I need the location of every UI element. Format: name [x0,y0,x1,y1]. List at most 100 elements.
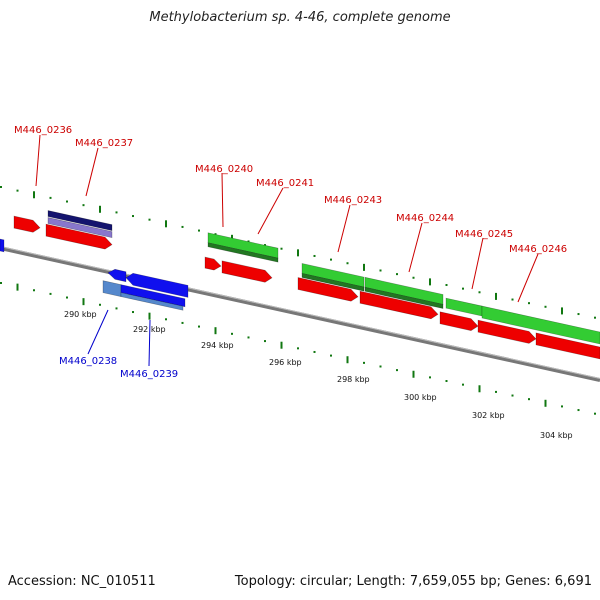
outer-tick [330,258,332,261]
outer-tick [198,229,200,232]
rna-block [481,305,600,345]
outer-tick [16,189,19,192]
leader-line [148,319,151,367]
outer-tick [313,254,316,257]
outer-tick [511,298,514,301]
outer-tick [181,225,184,228]
inner-tick [33,289,35,292]
rna-dark-stripe [301,273,365,292]
gene-label: M446_0236 [14,125,72,136]
inner-tick [148,312,151,320]
outer-tick [363,263,365,271]
scale-label: 296 kbp [269,358,302,367]
cds-forward-block [477,319,537,344]
inner-tick [214,327,217,335]
rna-dark-stripe [207,242,279,263]
gene-label: M446_0243 [324,195,382,206]
outer-tick [280,247,283,250]
map-title: Methylobacterium sp. 4-46, complete geno… [149,10,451,25]
cds-forward-block [45,223,113,250]
inner-tick [198,325,200,328]
outer-tick [165,220,167,228]
inner-tick [264,340,266,343]
inner-tick [528,398,530,401]
inner-tick [577,409,580,412]
leader-line [471,237,484,290]
leader-line [517,253,539,303]
leader-line [35,134,41,187]
inner-tick [66,296,68,299]
inner-tick [165,318,167,321]
outer-tick [561,307,563,315]
inner-tick [478,385,481,393]
outer-tick [346,262,349,265]
gene-label: M446_0239 [120,369,178,380]
inner-tick [412,370,415,378]
inner-tick [594,412,596,415]
outer-tick [33,191,35,199]
cds-reverse-block [107,268,127,283]
gene-label: M446_0241 [256,178,314,189]
scale-label: 294 kbp [201,341,234,350]
inner-tick [561,405,563,408]
inner-tick [0,282,2,284]
accession-text: Accession: NC_010511 [8,574,156,589]
cds-reverse-block [125,272,189,298]
scale-label: 300 kbp [404,393,437,402]
inner-tick [462,383,464,386]
outer-tick [99,205,101,213]
inner-tick [231,332,233,335]
outer-tick [429,278,431,286]
inner-tick [115,307,118,310]
leader-line [221,172,224,228]
cds-forward-block [297,277,359,302]
outer-tick [49,196,52,199]
cds-forward-block [439,311,479,331]
inner-tick [511,394,514,397]
gene-label: M446_0246 [509,244,567,255]
outer-tick [247,240,250,243]
cds-forward-block [535,332,600,360]
outer-tick [478,291,481,294]
inner-tick [16,283,19,291]
inner-tick [379,365,382,368]
outer-tick [528,302,530,305]
label-leader-lines [35,134,539,367]
outer-tick [445,284,448,287]
scale-labels: 290 kbp 292 kbp 294 kbp 296 kbp 298 kbp 300 k… [64,310,573,440]
leader-line [87,309,109,355]
outer-tick [148,218,151,221]
outer-tick [82,204,85,207]
outer-tick [379,269,382,272]
inner-tick [82,298,85,306]
inner-tick [280,341,283,349]
genome-backbone [0,246,600,382]
cds-purple-block [47,217,113,239]
outer-tick [0,186,2,188]
outer-tick-ring [0,186,596,319]
cds-forward-block [13,215,41,233]
genome-summary-text: Topology: circular; Length: 7,659,055 bp… [234,574,592,589]
rna-block [445,297,483,317]
inner-tick [544,399,547,407]
leader-line [85,147,99,197]
outer-tick [495,292,497,300]
scale-label: 302 kbp [472,411,505,420]
outer-tick [594,316,596,319]
outer-tick [396,273,398,276]
inner-tick [396,369,398,372]
rna-dark-stripe [364,286,444,309]
gene-features [0,210,600,360]
outer-tick [577,313,580,316]
cds-dark-block [47,210,113,232]
outer-tick [214,233,217,236]
outer-tick [264,244,266,247]
gene-label: M446_0240 [195,164,253,175]
inner-tick [330,354,332,357]
gene-label: M446_0237 [75,138,133,149]
cds-steel-stripe [120,292,184,311]
outer-tick [412,276,415,279]
outer-tick [462,287,464,290]
